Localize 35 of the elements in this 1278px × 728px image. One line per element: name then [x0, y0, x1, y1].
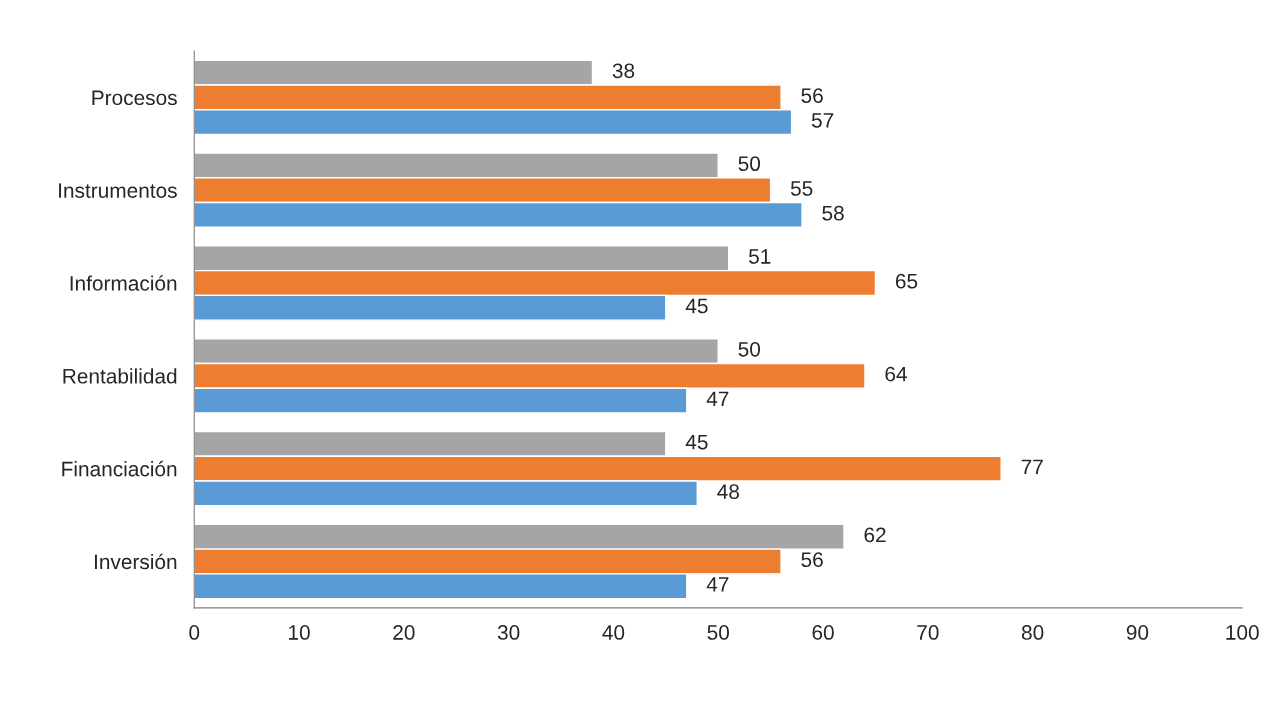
x-tick-label: 30 — [497, 625, 520, 640]
data-label: 56 — [801, 88, 823, 103]
data-label: 47 — [706, 391, 729, 406]
data-label: 65 — [895, 273, 918, 289]
y-tick-label: Inversión — [94, 553, 177, 570]
x-tick-label: 10 — [289, 625, 310, 640]
data-label: 47 — [706, 577, 729, 592]
data-label: 50 — [738, 156, 761, 172]
data-label: 55 — [790, 181, 813, 196]
data-label: 64 — [885, 366, 907, 382]
data-label: 51 — [748, 249, 771, 264]
y-tick-label: Información — [70, 275, 177, 291]
x-tick-label: 40 — [602, 625, 625, 640]
y-tick-label: Financiación — [62, 460, 177, 477]
x-tick-label: 70 — [917, 625, 939, 640]
x-tick-label: 50 — [707, 625, 730, 640]
x-tick-label: 80 — [1021, 625, 1044, 640]
data-label: 77 — [1021, 459, 1043, 475]
data-label: 48 — [717, 484, 739, 499]
data-label: 56 — [801, 552, 823, 568]
y-tick-label: Procesos — [92, 90, 177, 106]
data-label: 38 — [612, 63, 635, 79]
x-tick-label: 60 — [812, 625, 834, 640]
y-tick-label: Instrumentos — [59, 183, 177, 198]
x-tick-label: 20 — [393, 625, 415, 640]
data-label: 50 — [738, 341, 761, 357]
y-tick-label: Rentabilidad — [63, 368, 177, 384]
data-label: 62 — [864, 527, 886, 543]
data-label: 45 — [685, 298, 708, 314]
data-label: 58 — [822, 205, 844, 221]
data-label: 45 — [685, 434, 708, 450]
x-tick-label: 0 — [189, 625, 200, 640]
x-tick-label: 100 — [1226, 625, 1259, 640]
x-tick-label: 90 — [1126, 625, 1149, 640]
data-label: 57 — [811, 113, 834, 128]
